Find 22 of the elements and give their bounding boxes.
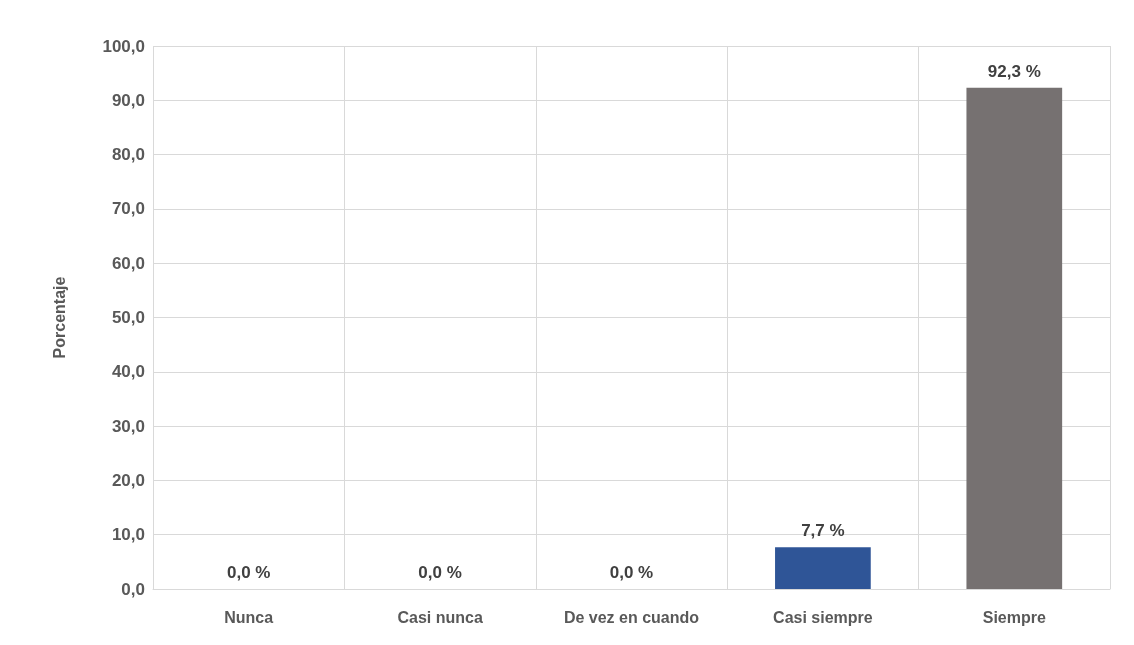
data-label: 0,0 % [418,563,462,582]
data-label: 0,0 % [609,563,654,582]
data-label: 92,3 % [987,61,1041,81]
data-label: 7,7 % [801,521,845,541]
x-tick-label: Casi nunca [397,608,483,626]
x-tick-label: Siempre [982,608,1046,626]
y-tick-label: 90,0 [111,90,145,110]
y-tick-label: 50,0 [111,308,145,327]
data-label: 0,0 % [226,563,271,582]
x-tick-label: De vez en cuando [563,608,700,626]
y-tick-label: 70,0 [111,199,145,219]
y-tick-label: 40,0 [111,362,145,382]
y-tick-label: 20,0 [111,470,145,490]
y-tick-label: 10,0 [111,525,145,545]
x-tick-label: Nunca [224,608,274,626]
y-tick-label: 30,0 [111,416,145,436]
y-axis-title: Porcentaje [50,276,68,359]
x-tick-label: Casi siempre [773,608,873,626]
y-tick-label: 100,0 [102,36,145,56]
y-tick-label: 60,0 [111,253,145,273]
y-tick-label: 80,0 [111,145,145,165]
y-tick-label: 0,0 [121,579,145,599]
